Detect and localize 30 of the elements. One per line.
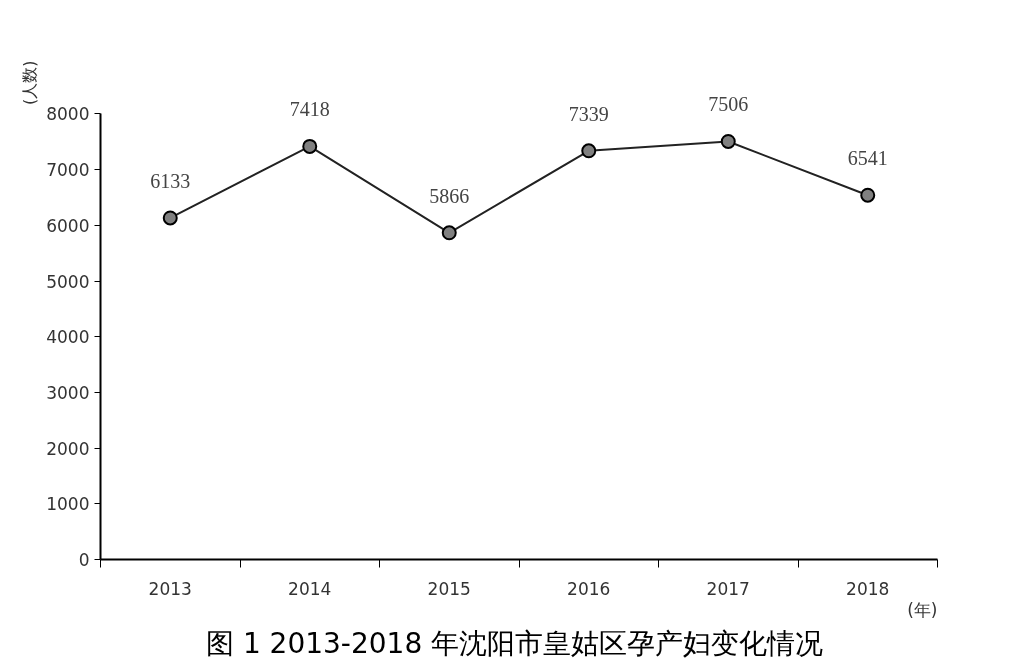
x-tick-label: 2016 <box>567 578 611 599</box>
y-tick-label: 2000 <box>46 438 90 459</box>
y-tick-label: 3000 <box>46 382 90 403</box>
y-tick-label: 0 <box>78 550 90 570</box>
point <box>720 133 736 149</box>
y-tick-label: 6000 <box>46 215 90 236</box>
x-tick-label: 2017 <box>706 578 750 599</box>
x-tick-label: 2015 <box>427 578 471 599</box>
y-axis-title: (人数) <box>19 60 39 105</box>
point <box>581 143 597 159</box>
data-label: 7418 <box>289 98 330 121</box>
y-tick-label: 8000 <box>46 104 90 125</box>
point <box>302 138 318 154</box>
point <box>441 225 457 241</box>
data-label: 5866 <box>429 184 470 207</box>
point <box>162 210 178 226</box>
x-axis-title: (年) <box>907 599 938 620</box>
text: 图 1 2013-2018 年沈阳市皇姑区孕产妇变化情况 <box>205 626 824 660</box>
y-tick-label: 5000 <box>46 271 90 292</box>
data-label: 7506 <box>708 93 749 116</box>
data-label: 6541 <box>847 147 888 170</box>
data-label: 6133 <box>150 169 191 192</box>
x-tick-label: 2014 <box>288 578 332 599</box>
y-tick-label: 7000 <box>46 160 90 181</box>
x-tick-label: 2013 <box>148 578 192 599</box>
y-tick-label: 4000 <box>46 327 90 348</box>
point <box>860 187 876 203</box>
y-tick-label: 1000 <box>46 494 90 515</box>
x-tick-label: 2018 <box>846 578 890 599</box>
data-label: 7339 <box>568 102 609 125</box>
